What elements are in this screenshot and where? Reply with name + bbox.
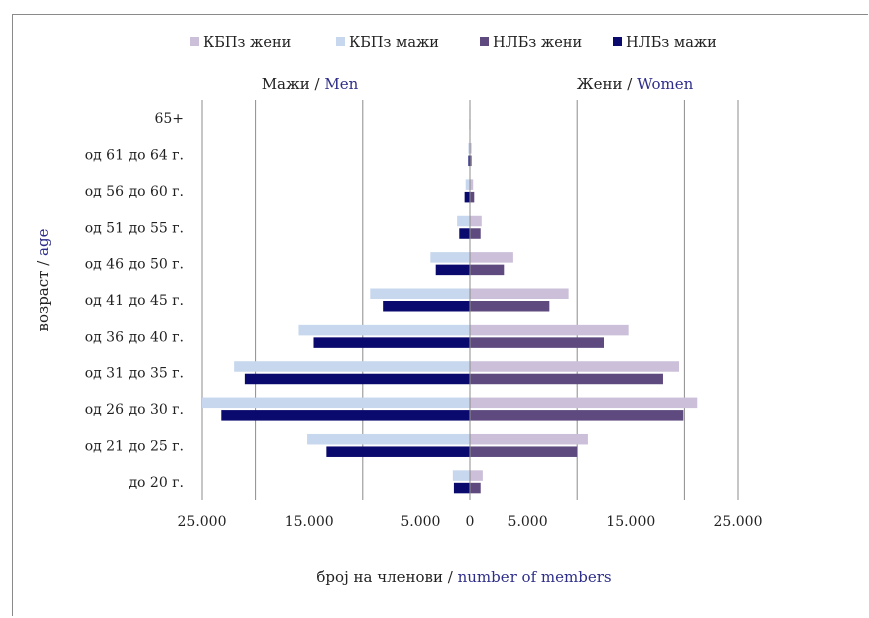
bar-women-1-2: [470, 410, 684, 421]
x-tick-label-6: 25.000: [714, 514, 763, 530]
category-label-10: 65+: [154, 111, 184, 127]
category-label-5: од 41 до 45 г.: [85, 293, 184, 309]
bar-women-0-4: [470, 324, 629, 336]
legend-swatch-1: [336, 37, 345, 46]
women-side-label: Жени / Women: [577, 75, 694, 93]
x-tick-label-2: 5.000: [400, 514, 440, 530]
bar-women-0-6: [470, 252, 513, 263]
women-side-label-local: Жени /: [577, 75, 637, 93]
category-label-0: до 20 г.: [128, 475, 184, 491]
legend-swatch-0: [190, 37, 199, 46]
bar-women-1-0: [470, 482, 481, 494]
bar-women-0-1: [470, 433, 588, 445]
x-tick-label-0: 25.000: [178, 514, 227, 530]
bar-women-0-0: [470, 470, 483, 481]
bar-women-0-9: [470, 143, 472, 154]
chart-frame: [12, 14, 868, 616]
y-axis-title-local: возраст /: [34, 256, 52, 332]
category-label-2: од 26 до 30 г.: [85, 402, 184, 418]
legend-label-0: КБПз жени: [203, 35, 291, 51]
bar-men-0-1: [307, 433, 470, 445]
category-label-9: од 61 до 64 г.: [85, 148, 184, 164]
y-axis-title: возраст / age: [34, 228, 52, 331]
legend-label-3: НЛБз мажи: [626, 35, 717, 51]
bar-women-1-3: [470, 373, 663, 385]
x-tick-label-4: 5.000: [508, 514, 548, 530]
bar-men-0-5: [370, 288, 470, 299]
category-label-4: од 36 до 40 г.: [85, 329, 184, 345]
bar-men-1-2: [221, 410, 470, 421]
x-axis-title-english: number of members: [458, 568, 612, 586]
bar-women-0-7: [470, 215, 482, 227]
bar-women-0-8: [470, 179, 474, 190]
men-side-label-english: Men: [324, 75, 358, 93]
women-side-label-english: Women: [637, 75, 694, 93]
bar-men-1-6: [435, 264, 470, 276]
bar-men-0-4: [298, 324, 470, 336]
x-tick-label-1: 15.000: [285, 514, 334, 530]
bar-men-1-4: [313, 337, 470, 348]
men-side-label: Мажи / Men: [262, 75, 359, 93]
bar-men-1-3: [244, 373, 470, 385]
bar-women-1-7: [470, 228, 481, 239]
bar-men-0-7: [457, 215, 470, 227]
x-axis-title-local: број на членови /: [316, 568, 457, 586]
bar-women-1-4: [470, 337, 604, 348]
x-tick-label-5: 15.000: [606, 514, 655, 530]
legend-label-1: КБПз мажи: [349, 35, 439, 51]
x-tick-label-3: 0: [466, 514, 475, 530]
bar-women-1-6: [470, 264, 505, 276]
category-label-1: од 21 до 25 г.: [85, 438, 184, 454]
bar-men-1-9: [468, 155, 470, 167]
y-axis-title-english: age: [34, 228, 52, 256]
bar-women-0-5: [470, 288, 569, 299]
category-label-6: од 46 до 50 г.: [85, 257, 184, 273]
bar-men-1-8: [464, 191, 470, 203]
category-label-7: од 51 до 55 г.: [85, 220, 184, 236]
bar-men-0-9: [468, 143, 470, 154]
bar-men-1-0: [453, 482, 470, 494]
bar-women-1-5: [470, 301, 550, 312]
legend-swatch-2: [480, 37, 489, 46]
bar-women-1-8: [470, 191, 475, 203]
bar-women-0-3: [470, 361, 680, 372]
bar-men-0-3: [234, 361, 470, 372]
bar-men-0-0: [452, 470, 470, 481]
bar-men-1-1: [326, 446, 470, 457]
legend-swatch-3: [613, 37, 622, 46]
x-axis-title: број на членови / number of members: [316, 568, 611, 586]
men-side-label-local: Мажи /: [262, 75, 325, 93]
bar-women-1-9: [470, 155, 472, 167]
bar-men-0-8: [465, 179, 470, 190]
legend-label-2: НЛБз жени: [493, 35, 582, 51]
category-label-3: од 31 до 35 г.: [85, 366, 184, 382]
bar-men-1-7: [459, 228, 470, 239]
bar-men-0-6: [430, 252, 470, 263]
bar-women-1-1: [470, 446, 578, 457]
bar-men-0-2: [202, 397, 470, 409]
category-label-8: од 56 до 60 г.: [85, 184, 184, 200]
bar-women-0-2: [470, 397, 698, 409]
bar-men-1-5: [383, 301, 470, 312]
